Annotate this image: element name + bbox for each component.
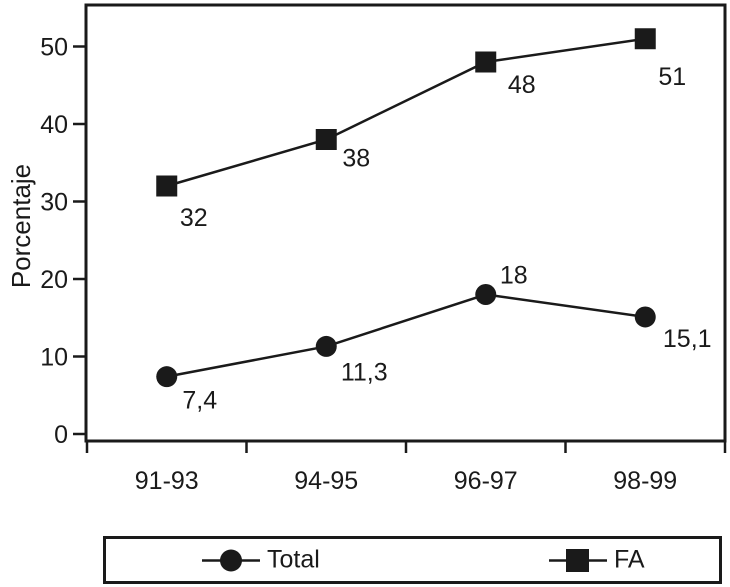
y-tick-label: 40 xyxy=(40,111,68,139)
square-marker-icon xyxy=(156,175,178,197)
series-line-fa xyxy=(166,37,646,188)
circle-marker-icon xyxy=(634,306,656,328)
data-label: 15,1 xyxy=(663,325,712,353)
data-label: 48 xyxy=(508,71,536,99)
y-tick-label: 20 xyxy=(40,266,68,294)
circle-marker-icon xyxy=(475,284,497,305)
chart-svg: Porcentaje 0 10 20 30 40 50 91-93 94-95 96-97 98-… xyxy=(6,3,727,495)
data-label: 32 xyxy=(180,204,208,232)
plot-layer: 0 10 20 30 40 50 91-93 94-95 96-97 98-99 7,4 11,3 18… xyxy=(40,3,727,495)
circle-marker-icon xyxy=(315,335,337,357)
data-label: 18 xyxy=(500,262,528,290)
legend-label-total: Total xyxy=(267,545,320,574)
data-label: 11,3 xyxy=(341,358,388,386)
y-tick-label: 50 xyxy=(40,34,68,62)
y-tick-label: 30 xyxy=(40,189,68,217)
y-axis-title: Porcentaje xyxy=(6,164,36,288)
circle-marker-icon xyxy=(156,366,178,388)
series-line-total xyxy=(166,293,646,378)
y-tick-label: 0 xyxy=(54,421,68,449)
x-tick-label: 96-97 xyxy=(454,467,518,495)
y-tick-label: 10 xyxy=(40,344,68,372)
legend-item-total: Total xyxy=(202,546,320,575)
square-marker-icon xyxy=(634,28,656,50)
data-label: 7,4 xyxy=(182,387,217,415)
chart-legend: Total FA xyxy=(103,536,722,584)
square-marker-icon xyxy=(315,129,337,150)
total-circle-marker-icon xyxy=(202,549,260,571)
legend-label-fa: FA xyxy=(614,545,645,574)
data-label: 38 xyxy=(342,145,370,173)
square-marker-icon xyxy=(475,51,497,73)
fa-square-marker-icon xyxy=(549,548,607,572)
x-tick-label: 91-93 xyxy=(135,467,199,495)
data-label: 51 xyxy=(658,63,686,91)
x-tick-label: 94-95 xyxy=(294,467,358,495)
legend-item-fa: FA xyxy=(549,546,645,575)
x-tick-label: 98-99 xyxy=(613,467,677,495)
